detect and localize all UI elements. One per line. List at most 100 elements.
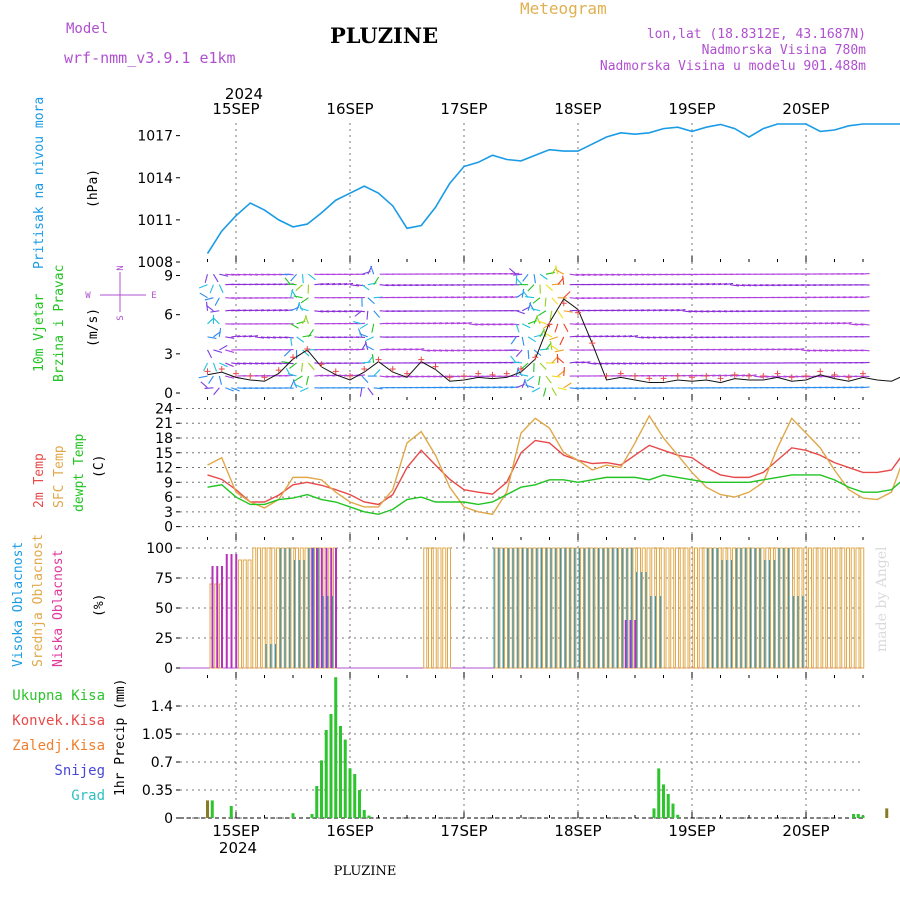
gust-mark bbox=[404, 370, 410, 377]
wind-barb bbox=[272, 362, 282, 365]
wind-barb bbox=[611, 273, 621, 276]
top-year-label: 2024 bbox=[225, 85, 263, 103]
ytick-label: 0.35 bbox=[142, 783, 173, 799]
precip-bar bbox=[206, 800, 209, 818]
wind-barb bbox=[593, 273, 603, 276]
cloud-bar bbox=[808, 547, 812, 669]
cloud-bar bbox=[437, 547, 442, 669]
temp-unit: (C) bbox=[92, 455, 107, 478]
wind-barb bbox=[260, 309, 270, 312]
gust-mark bbox=[617, 370, 624, 377]
wind-barb bbox=[605, 273, 615, 276]
wind-barb bbox=[623, 273, 633, 276]
wind-barb bbox=[544, 297, 547, 307]
wind-barb bbox=[848, 349, 858, 352]
wind-barb bbox=[670, 336, 680, 339]
cloud-bar bbox=[846, 547, 850, 669]
wind-barb bbox=[219, 345, 228, 351]
gust-mark bbox=[774, 370, 781, 377]
wind-barb bbox=[557, 310, 564, 319]
cloud-bar bbox=[261, 547, 266, 669]
wind-barb bbox=[575, 335, 585, 338]
wind-barb bbox=[427, 322, 437, 325]
wind-barb bbox=[237, 335, 247, 338]
gust-mark bbox=[432, 363, 439, 370]
cloud-bar bbox=[765, 547, 770, 669]
wind-barb bbox=[199, 292, 208, 299]
wind-barb bbox=[444, 349, 454, 352]
wind-barb bbox=[531, 308, 541, 312]
wind-barb bbox=[747, 310, 757, 313]
wind-barb bbox=[807, 322, 817, 325]
wind-barb bbox=[301, 362, 304, 372]
wind-barb bbox=[646, 309, 656, 312]
cloud-bar bbox=[784, 547, 789, 669]
precip-bar bbox=[652, 808, 656, 818]
wind-barb bbox=[521, 362, 529, 370]
model-name: wrf-nmm_v3.9.1 e1km bbox=[64, 49, 236, 67]
gust-mark bbox=[546, 321, 553, 328]
wind-barb bbox=[320, 336, 330, 339]
wind-barb bbox=[824, 322, 834, 325]
wind-barb bbox=[521, 336, 525, 346]
wind-barb bbox=[225, 273, 235, 276]
wind-barb bbox=[218, 327, 222, 337]
cloud-bar bbox=[304, 547, 309, 669]
ytick-label: 21 bbox=[155, 416, 173, 432]
wind-barb bbox=[409, 375, 419, 378]
wind-barb bbox=[551, 387, 557, 396]
wind-barb bbox=[830, 322, 840, 325]
cloud-bar bbox=[670, 547, 675, 669]
cloud-bar bbox=[225, 554, 228, 668]
wind-barb bbox=[385, 284, 395, 287]
cloud-bar bbox=[299, 547, 304, 669]
gust-mark bbox=[503, 370, 510, 377]
gust-mark bbox=[361, 365, 368, 372]
wind-barb bbox=[818, 322, 829, 325]
wind-barb bbox=[599, 362, 609, 365]
wind-barb bbox=[290, 336, 293, 346]
wind-barb bbox=[712, 374, 722, 377]
gust-mark bbox=[247, 373, 254, 380]
wind-barb bbox=[320, 374, 330, 377]
cloud-bar bbox=[257, 547, 261, 669]
cloud-bar bbox=[793, 547, 798, 669]
wind-barb bbox=[860, 375, 870, 378]
precip-bar bbox=[362, 810, 366, 818]
wind-barb bbox=[555, 269, 565, 275]
wind-barb bbox=[741, 284, 751, 287]
wind-barb bbox=[611, 362, 621, 365]
wind-barb bbox=[515, 349, 523, 358]
gust-mark bbox=[347, 373, 353, 380]
cloud-bar bbox=[770, 547, 774, 669]
wind-barb bbox=[640, 336, 650, 339]
wind-barb bbox=[676, 309, 686, 312]
wind-barb bbox=[498, 296, 508, 299]
wind-barb bbox=[525, 384, 535, 389]
wind-barb bbox=[712, 282, 722, 286]
wind-barb bbox=[302, 349, 310, 357]
cloud-bar bbox=[565, 547, 570, 669]
wind-barb bbox=[403, 284, 413, 287]
gust-mark bbox=[518, 365, 524, 372]
wind-barb bbox=[385, 375, 395, 378]
wind-barb bbox=[741, 310, 751, 313]
gust-mark bbox=[703, 373, 710, 380]
cloud-bar bbox=[447, 547, 451, 669]
wind-barb bbox=[813, 375, 823, 378]
cloud-bar bbox=[755, 547, 760, 669]
cloud-bar bbox=[316, 548, 318, 668]
cloud-bar bbox=[641, 547, 646, 669]
wind-barb bbox=[539, 362, 547, 370]
wind-barb bbox=[433, 375, 443, 378]
wind-barb bbox=[729, 284, 739, 287]
wind-barb bbox=[523, 379, 529, 389]
wind-barb bbox=[629, 273, 639, 276]
wind-barb bbox=[456, 296, 466, 299]
ytick-label: 0 bbox=[164, 386, 173, 402]
precip-bar bbox=[885, 808, 889, 818]
wind-barb bbox=[842, 349, 852, 352]
wind-barb bbox=[510, 355, 517, 364]
wind-barb bbox=[249, 362, 259, 365]
ytick-label: 100 bbox=[146, 541, 173, 557]
